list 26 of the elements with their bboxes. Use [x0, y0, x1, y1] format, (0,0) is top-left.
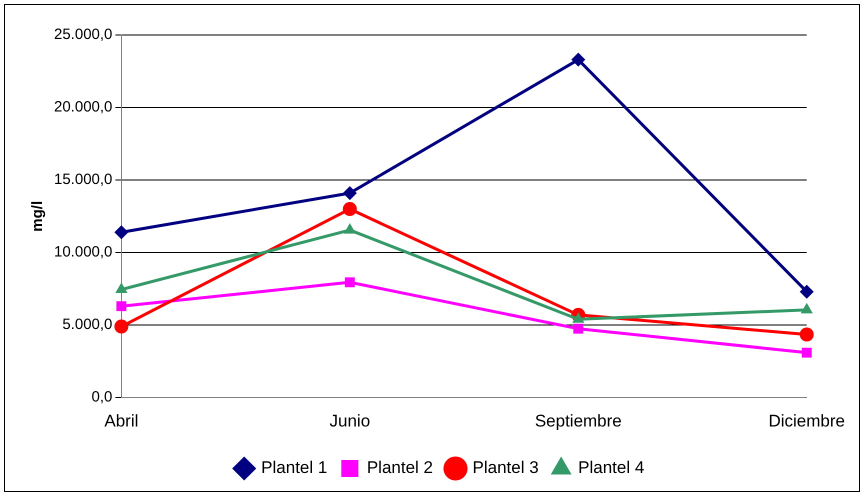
point: [573, 324, 584, 334]
legend-label: Plantel 1: [261, 458, 328, 478]
y-tick-label: 10.000,0: [54, 244, 112, 261]
x-tick-label: Junio: [330, 411, 370, 430]
y-tick-label: 20.000,0: [54, 98, 112, 116]
legend-label: Plantel 2: [366, 458, 434, 478]
point: [800, 284, 814, 299]
point: [800, 328, 814, 342]
point: [342, 186, 357, 200]
y-axis-title: mg/l: [29, 200, 46, 232]
point: [802, 348, 812, 358]
y-tick-label: 0,0: [92, 388, 112, 406]
x-tick-label: Septiembre: [534, 411, 622, 430]
point: [571, 52, 586, 67]
y-tick-label: 5.000,0: [62, 316, 112, 334]
legend-label: Plantel 4: [578, 458, 644, 478]
y-tick-label: 25.000,0: [54, 26, 112, 44]
legend-label: Plantel 3: [472, 458, 539, 478]
point: [342, 202, 357, 216]
point: [116, 301, 126, 312]
y-tick-label: 15.000,0: [54, 171, 112, 188]
point: [344, 277, 355, 288]
point: [114, 225, 128, 240]
point: [114, 320, 128, 334]
x-tick-label: Abril: [104, 411, 138, 430]
x-tick-label: Diciembre: [768, 411, 846, 430]
